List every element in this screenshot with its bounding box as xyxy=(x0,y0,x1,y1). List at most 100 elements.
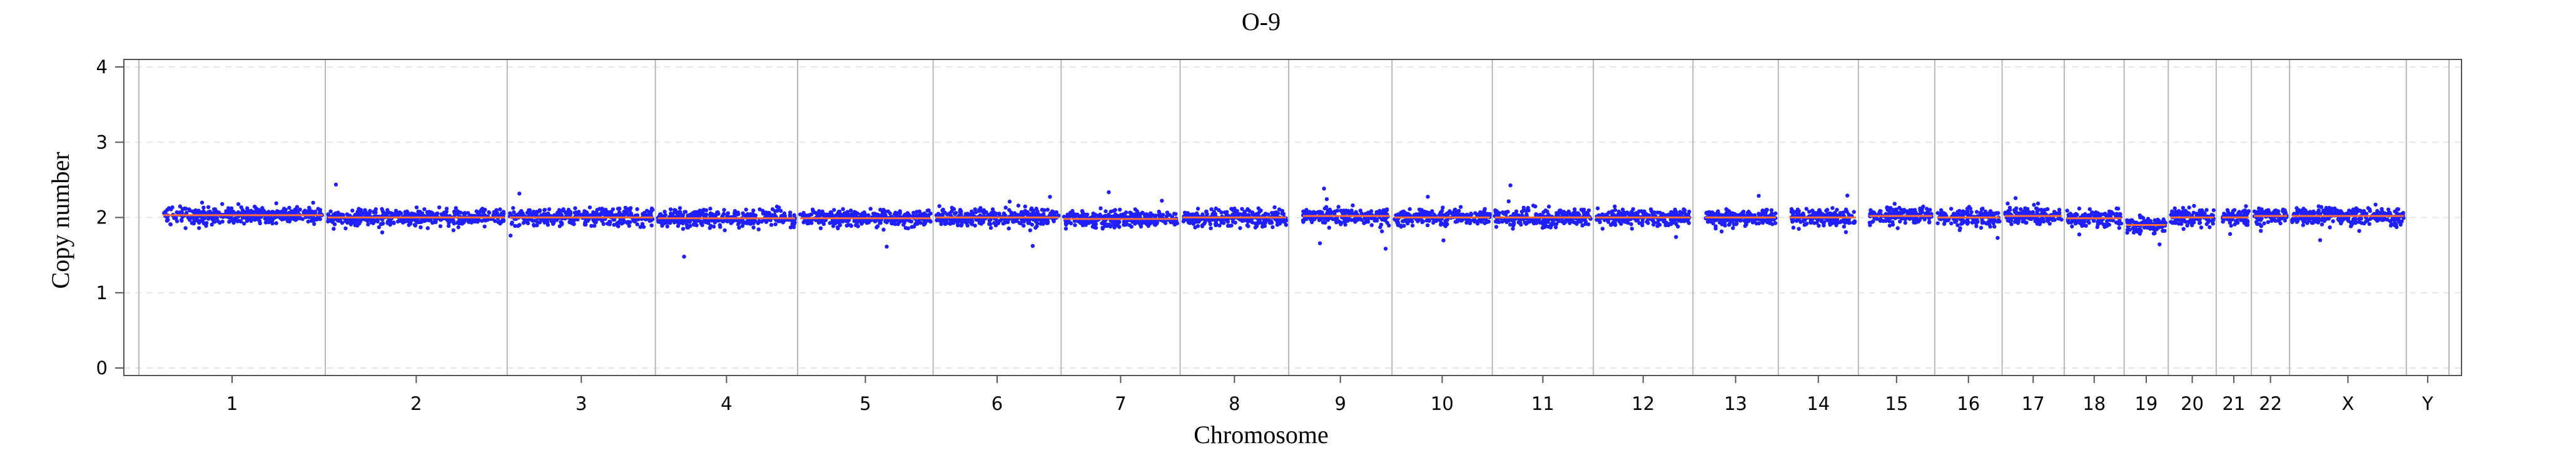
data-point xyxy=(1007,226,1011,231)
data-point xyxy=(1738,212,1743,217)
data-point xyxy=(429,210,434,215)
data-point xyxy=(1175,221,1180,225)
data-point xyxy=(559,220,563,224)
data-point xyxy=(254,206,258,210)
data-point xyxy=(231,220,236,225)
data-point xyxy=(1822,220,1827,224)
data-point xyxy=(482,224,487,229)
data-point xyxy=(1380,229,1384,233)
data-point xyxy=(207,215,211,220)
data-point xyxy=(1280,208,1285,213)
data-point xyxy=(893,210,898,215)
data-point xyxy=(1067,214,1072,218)
data-point xyxy=(1446,212,1451,216)
data-point xyxy=(1665,221,1670,225)
data-point xyxy=(2223,213,2228,217)
data-point xyxy=(492,210,496,215)
data-point xyxy=(1100,221,1104,225)
data-point xyxy=(1212,210,1217,214)
data-point xyxy=(1318,210,1322,214)
data-point xyxy=(481,210,485,215)
data-point xyxy=(1255,220,1260,225)
data-point xyxy=(638,225,642,229)
data-point xyxy=(1625,210,1630,215)
data-point xyxy=(1412,213,1417,217)
data-point xyxy=(594,220,598,225)
data-point xyxy=(2181,206,2185,210)
data-point xyxy=(733,211,737,215)
data-point xyxy=(993,223,998,228)
data-point xyxy=(990,211,994,215)
data-point xyxy=(1965,222,1970,226)
data-point xyxy=(1682,219,1686,223)
data-point xyxy=(2125,218,2129,223)
data-point xyxy=(627,220,632,225)
data-point xyxy=(454,206,459,210)
data-point xyxy=(266,220,271,225)
data-point xyxy=(840,219,845,224)
data-point xyxy=(2161,217,2166,222)
data-point xyxy=(1639,209,1643,213)
data-point xyxy=(2117,226,2121,230)
data-point xyxy=(691,213,696,218)
data-point xyxy=(473,218,477,223)
data-point xyxy=(849,223,854,228)
data-point xyxy=(1302,210,1307,215)
data-point xyxy=(1651,218,1655,223)
data-point xyxy=(2225,208,2230,212)
data-point xyxy=(2065,208,2069,213)
data-point xyxy=(165,218,170,223)
data-point xyxy=(1546,218,1551,222)
data-point xyxy=(1003,205,1008,210)
data-point xyxy=(2142,225,2147,230)
data-point xyxy=(1718,213,1723,218)
data-point xyxy=(1507,218,1511,222)
data-point xyxy=(1958,226,1962,230)
data-point xyxy=(1169,219,1174,223)
data-point xyxy=(373,207,378,212)
data-point xyxy=(2024,220,2029,225)
data-point xyxy=(197,226,201,230)
data-point xyxy=(1100,225,1105,230)
data-point xyxy=(682,254,686,259)
data-point xyxy=(1307,210,1312,215)
data-point xyxy=(2114,212,2119,216)
data-point xyxy=(1246,224,1250,228)
data-point xyxy=(1825,208,1830,212)
data-point xyxy=(1031,208,1036,213)
data-point xyxy=(557,212,562,216)
data-point xyxy=(1935,211,1940,215)
data-point xyxy=(1266,212,1270,217)
data-point xyxy=(512,210,516,215)
data-point xyxy=(1155,220,1160,225)
data-point xyxy=(1716,209,1720,213)
data-point xyxy=(1773,221,1778,225)
data-point xyxy=(1016,203,1021,208)
data-point xyxy=(2116,207,2121,211)
data-point xyxy=(688,212,692,217)
data-point xyxy=(1123,210,1128,215)
data-point xyxy=(326,212,330,217)
data-point xyxy=(708,207,712,211)
data-point xyxy=(539,213,544,218)
data-point xyxy=(1402,218,1407,223)
data-point xyxy=(1426,195,1430,199)
data-point xyxy=(809,221,814,225)
chromosome-dividers xyxy=(138,59,2450,376)
data-point xyxy=(1629,222,1633,227)
data-point xyxy=(1546,204,1551,209)
data-point xyxy=(1536,218,1541,222)
data-point xyxy=(792,213,796,217)
data-point xyxy=(660,223,664,228)
data-point xyxy=(535,223,539,228)
data-point xyxy=(2035,220,2039,225)
data-point xyxy=(422,207,427,212)
data-point xyxy=(725,213,729,217)
data-point xyxy=(1098,206,1103,210)
data-point xyxy=(366,222,370,227)
data-point xyxy=(2174,218,2178,223)
data-point xyxy=(357,222,362,226)
data-point xyxy=(1268,221,1272,225)
data-point xyxy=(848,213,853,218)
